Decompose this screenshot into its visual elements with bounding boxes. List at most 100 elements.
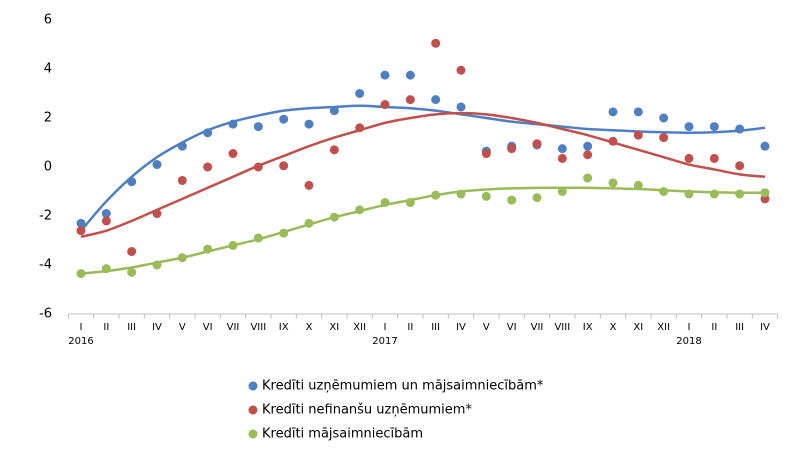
data-point [608,107,618,117]
data-point [405,95,415,105]
trend-line [80,186,766,275]
data-point [760,141,770,151]
x-tick-label: X [610,322,617,333]
data-point [152,260,162,270]
data-point [405,70,415,80]
data-point [684,189,694,199]
data-point [431,190,441,200]
data-point [380,100,390,110]
data-point [76,226,86,236]
data-point [203,244,213,254]
y-tick-label: 4 [44,62,52,77]
x-tick-label: II [711,322,717,333]
data-point [659,133,669,143]
data-point [735,124,745,134]
data-point [304,119,314,129]
data-point [101,264,111,274]
data-point [557,144,567,154]
x-tick-label: IX [583,322,593,333]
x-tick-label: III [735,322,744,333]
x-tick-label: I [384,322,387,333]
data-point [507,144,517,154]
data-point [76,218,86,228]
data-point [304,218,314,228]
data-point [279,114,289,124]
legend-label: Kredīti uzņēmumiem un mājsaimniecībām* [262,379,544,394]
data-point [152,160,162,170]
year-label: 2017 [372,336,397,347]
x-tick-label: VI [203,322,213,333]
data-point [709,189,719,199]
data-point [380,198,390,208]
data-point [228,119,238,129]
x-tick-label: IV [456,322,466,333]
x-tick-label: X [306,322,313,333]
x-tick-label: IV [760,322,770,333]
year-label: 2018 [676,336,701,347]
data-point [659,113,669,123]
data-point [76,269,86,279]
data-point [557,187,567,196]
data-point [329,212,339,222]
data-point [329,106,339,116]
data-point [583,173,593,183]
data-point [583,150,593,160]
data-point [507,195,517,205]
data-point [633,107,643,117]
data-point [735,161,745,171]
data-point [127,177,137,187]
x-tick-label: I [80,322,83,333]
x-tick-label: XII [353,322,366,333]
legend-label: Kredīti nefinanšu uzņēmumiem* [262,403,472,418]
x-tick-label: VIII [554,322,570,333]
data-point [481,191,491,201]
data-point [228,240,238,250]
data-point [405,198,415,208]
data-point [177,175,187,185]
y-tick-label: 2 [44,111,52,126]
data-point [760,188,770,198]
y-tick-label: -2 [39,209,52,224]
data-point [431,95,441,105]
data-point [456,65,466,75]
data-point [608,136,618,146]
x-tick-label: II [407,322,413,333]
x-tick-label: VII [227,322,240,333]
data-point [431,38,441,48]
data-point [127,267,137,277]
data-point [279,228,289,238]
data-point [532,193,542,203]
data-point [608,178,618,188]
x-tick-label: III [431,322,440,333]
data-point [253,233,263,243]
data-point [659,187,669,196]
data-point [101,209,111,219]
x-tick-label: V [483,322,490,333]
data-point [633,180,643,190]
legend-label: Kredīti mājsaimniecībām [262,427,423,442]
data-point [684,122,694,132]
x-tick-label: IX [279,322,289,333]
data-point [355,89,365,98]
data-point [456,189,466,199]
data-point [152,209,162,219]
legend-marker [248,381,258,391]
x-tick-label: VI [507,322,517,333]
x-tick-label: IV [152,322,162,333]
y-tick-label: 6 [44,13,52,28]
y-tick-label: -6 [39,307,52,322]
data-point [177,253,187,263]
data-point [583,141,593,151]
x-tick-label: VII [531,322,544,333]
data-point [355,123,365,133]
data-point [380,70,390,80]
x-tick-label: XI [633,322,643,333]
data-point [684,153,694,163]
year-label: 2016 [68,336,93,347]
x-tick-label: XII [657,322,670,333]
data-point [279,161,289,171]
x-tick-label: III [127,322,136,333]
data-point [228,149,238,159]
data-point [709,153,719,163]
